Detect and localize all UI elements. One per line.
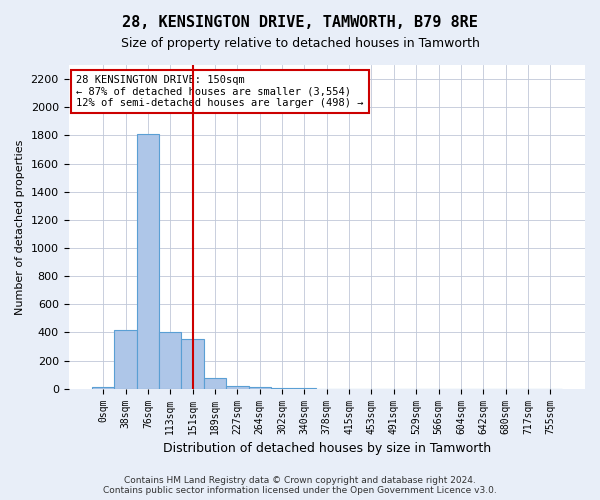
Bar	[181, 340, 204, 388]
Text: Size of property relative to detached houses in Tamworth: Size of property relative to detached ho…	[121, 38, 479, 51]
Text: Contains HM Land Registry data © Crown copyright and database right 2024.
Contai: Contains HM Land Registry data © Crown c…	[103, 476, 497, 495]
Bar	[159, 332, 181, 388]
Bar	[115, 330, 137, 388]
Bar	[248, 386, 271, 388]
Y-axis label: Number of detached properties: Number of detached properties	[15, 139, 25, 314]
Bar	[204, 378, 226, 388]
Bar	[137, 134, 159, 388]
Text: 28, KENSINGTON DRIVE, TAMWORTH, B79 8RE: 28, KENSINGTON DRIVE, TAMWORTH, B79 8RE	[122, 15, 478, 30]
X-axis label: Distribution of detached houses by size in Tamworth: Distribution of detached houses by size …	[163, 442, 491, 455]
Bar	[226, 386, 248, 388]
Text: 28 KENSINGTON DRIVE: 150sqm
← 87% of detached houses are smaller (3,554)
12% of : 28 KENSINGTON DRIVE: 150sqm ← 87% of det…	[76, 74, 364, 108]
